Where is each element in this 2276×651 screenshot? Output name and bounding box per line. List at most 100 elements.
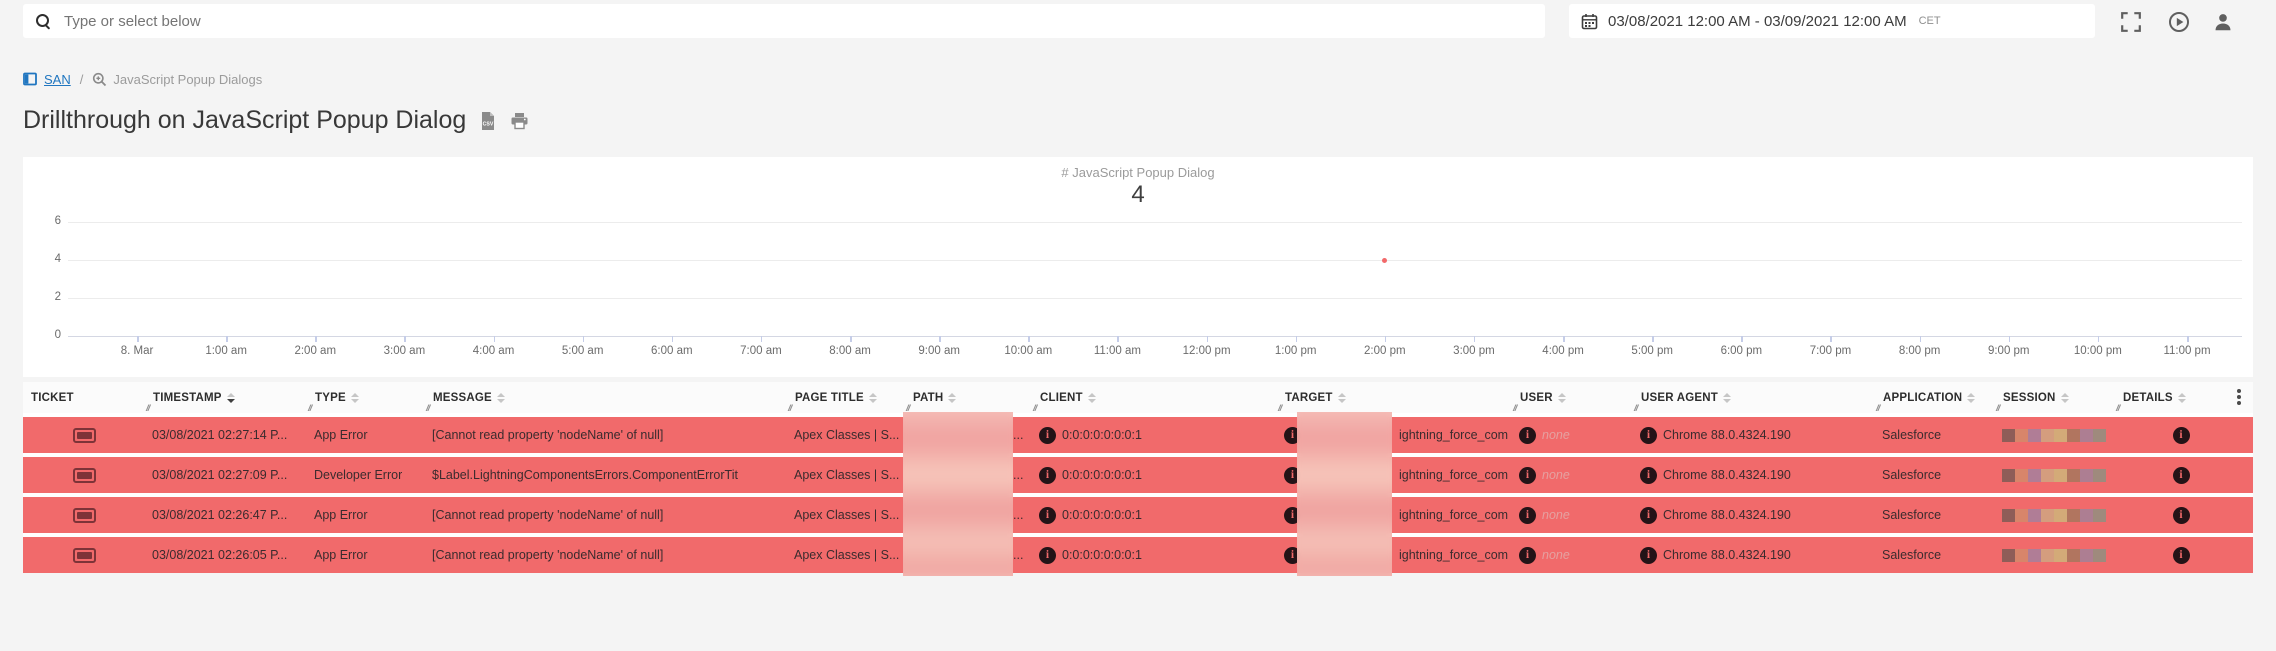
export-csv-icon[interactable]: CSV (480, 111, 496, 131)
chart-data-point[interactable] (1382, 257, 1388, 263)
table-row[interactable]: 03/08/2021 02:26:47 P... App Error [Cannot… (23, 497, 2253, 533)
column-header-user_agent[interactable]: USER AGENT// (1633, 382, 1875, 414)
column-resize-handle[interactable]: // (1996, 403, 2000, 414)
info-icon[interactable]: i (1519, 546, 1536, 564)
session-color-strip[interactable] (2002, 428, 2106, 442)
info-icon[interactable]: i (1284, 506, 1301, 524)
details-info-icon[interactable]: i (2172, 466, 2190, 484)
cell-target: i ightning_force_com (1277, 546, 1512, 564)
x-axis-tick (760, 336, 763, 342)
x-axis-tick (1028, 336, 1030, 342)
column-header-target[interactable]: TARGET// (1277, 382, 1512, 414)
info-icon[interactable]: i (1284, 466, 1301, 484)
column-header-user[interactable]: USER// (1512, 382, 1633, 414)
cell-page_title: Apex Classes | S... (787, 548, 905, 562)
column-resize-handle[interactable]: // (1876, 403, 1880, 414)
ticket-icon[interactable] (72, 467, 96, 483)
sort-arrows-icon[interactable] (1722, 392, 1731, 403)
info-icon[interactable]: i (1519, 426, 1536, 444)
timestamp-value: 03/08/2021 02:27:09 P... (152, 468, 288, 482)
table-row[interactable]: 03/08/2021 02:27:09 P... Developer Error $… (23, 457, 2253, 493)
print-icon[interactable] (510, 112, 529, 130)
column-resize-handle[interactable]: // (1513, 403, 1517, 414)
table-row[interactable]: 03/08/2021 02:27:14 P... App Error [Cannot… (23, 417, 2253, 453)
cell-application: Salesforce (1875, 548, 1995, 562)
column-header-timestamp[interactable]: TIMESTAMP// (145, 382, 307, 414)
ticket-icon[interactable] (72, 507, 96, 523)
info-icon[interactable]: i (1640, 426, 1657, 444)
column-resize-handle[interactable]: // (788, 403, 792, 414)
column-header-page_title[interactable]: PAGE TITLE// (787, 382, 905, 414)
details-info-icon[interactable]: i (2172, 546, 2190, 564)
sort-arrows-icon[interactable] (1337, 392, 1346, 403)
info-icon[interactable]: i (1640, 546, 1657, 564)
x-axis-tick (1295, 336, 1298, 342)
sort-arrows-icon[interactable] (2177, 392, 2186, 403)
column-header-path[interactable]: PATH// (905, 382, 1032, 414)
column-resize-handle[interactable]: // (308, 403, 312, 414)
sort-arrows-icon[interactable] (1087, 392, 1096, 403)
column-resize-handle[interactable]: // (1634, 403, 1638, 414)
sort-arrows-icon[interactable] (868, 392, 877, 403)
column-header-type[interactable]: TYPE// (307, 382, 425, 414)
x-axis-tick-label: 3:00 am (383, 345, 426, 357)
sort-arrows-icon[interactable] (496, 392, 505, 403)
cell-timestamp: 03/08/2021 02:27:09 P... (145, 468, 307, 482)
column-resize-handle[interactable]: // (1278, 403, 1282, 414)
info-icon[interactable]: i (1039, 506, 1056, 524)
sort-arrows-icon[interactable] (2060, 392, 2069, 403)
column-header-session[interactable]: SESSION// (1995, 382, 2115, 414)
info-icon[interactable]: i (1519, 506, 1536, 524)
table-row[interactable]: 03/08/2021 02:26:05 P... App Error [Cannot… (23, 537, 2253, 573)
column-header-message[interactable]: MESSAGE// (425, 382, 787, 414)
sort-arrows-icon[interactable] (948, 392, 957, 403)
search-box[interactable] (23, 4, 1545, 38)
user-value: none (1542, 508, 1570, 522)
column-header-label: TIMESTAMP (153, 391, 222, 404)
play-icon[interactable] (2166, 9, 2192, 35)
date-range-picker[interactable]: 03/08/2021 12:00 AM - 03/09/2021 12:00 A… (1569, 4, 2095, 38)
session-color-strip[interactable] (2002, 508, 2106, 522)
session-color-strip[interactable] (2002, 548, 2106, 562)
session-color-strip[interactable] (2002, 468, 2106, 482)
details-info-icon[interactable]: i (2172, 426, 2190, 444)
sort-arrows-icon[interactable] (350, 392, 359, 403)
column-resize-handle[interactable]: // (2116, 403, 2120, 414)
column-header-client[interactable]: CLIENT// (1032, 382, 1277, 414)
search-input[interactable] (62, 11, 1533, 31)
info-icon[interactable]: i (1519, 466, 1536, 484)
ticket-icon[interactable] (72, 547, 96, 563)
info-icon[interactable]: i (1284, 546, 1301, 564)
info-icon[interactable]: i (1640, 506, 1657, 524)
page_title-value: Apex Classes | S... (794, 468, 900, 482)
info-icon[interactable]: i (1039, 466, 1056, 484)
info-icon[interactable]: i (1039, 546, 1056, 564)
sort-arrows-icon[interactable] (1967, 392, 1976, 403)
cell-session (1995, 508, 2115, 522)
column-resize-handle[interactable]: // (426, 403, 430, 414)
info-icon[interactable]: i (1640, 466, 1657, 484)
column-resize-handle[interactable]: // (1033, 403, 1037, 414)
type-value: App Error (314, 548, 368, 562)
info-icon[interactable]: i (1039, 426, 1056, 444)
breadcrumb-link-san[interactable]: SAN (44, 71, 71, 87)
user-icon[interactable] (2210, 9, 2236, 35)
cell-user: i none (1512, 426, 1633, 444)
column-header-application[interactable]: APPLICATION// (1875, 382, 1995, 414)
sort-arrows-icon[interactable] (1557, 392, 1566, 403)
details-info-icon[interactable]: i (2172, 506, 2190, 524)
info-icon[interactable]: i (1284, 426, 1301, 444)
x-axis-tick (1919, 336, 1922, 342)
sort-arrows-icon[interactable] (226, 392, 235, 403)
client-value: 0:0:0:0:0:0:0:1 (1062, 548, 1142, 562)
column-header-details[interactable]: DETAILS// (2115, 382, 2253, 414)
table-menu-icon[interactable] (2237, 389, 2241, 393)
column-resize-handle[interactable]: // (146, 403, 150, 414)
column-resize-handle[interactable]: // (906, 403, 910, 414)
column-header-label: APPLICATION (1883, 391, 1963, 404)
x-axis-tick-label: 2:00 pm (1364, 345, 1406, 357)
ticket-icon[interactable] (72, 427, 96, 443)
fullscreen-icon[interactable] (2118, 9, 2144, 35)
timestamp-value: 03/08/2021 02:26:47 P... (152, 508, 288, 522)
